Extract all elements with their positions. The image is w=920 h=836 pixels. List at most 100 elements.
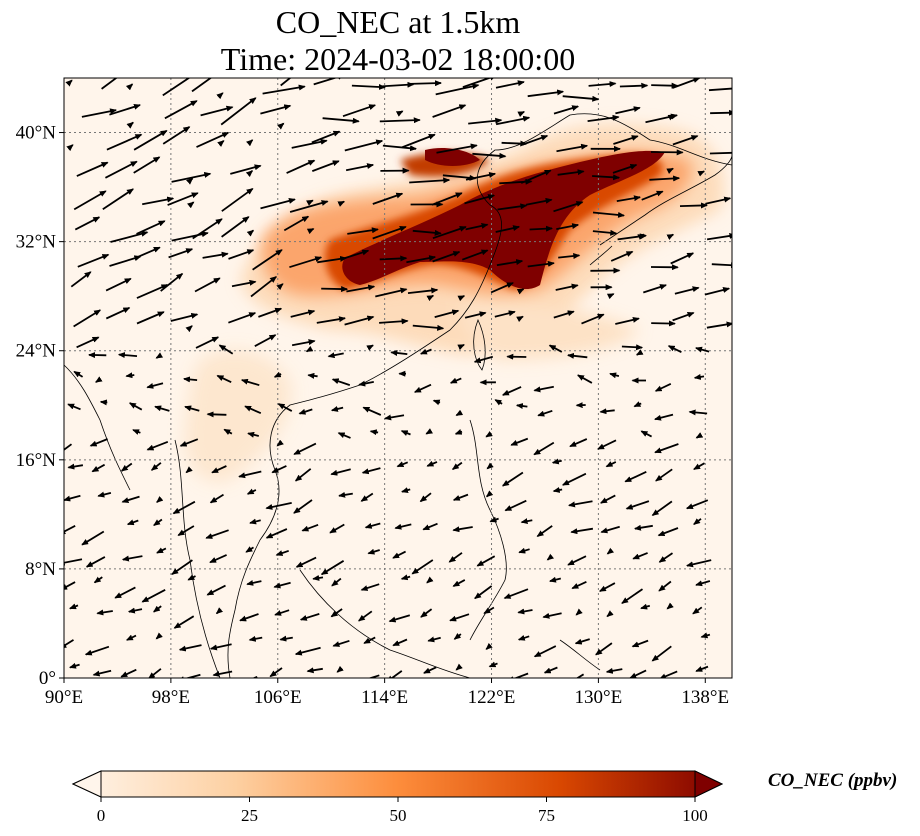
wind-arrow bbox=[553, 310, 575, 319]
lon-tick-label: 106°E bbox=[254, 687, 302, 708]
wind-arrow bbox=[293, 442, 317, 456]
wind-arrow bbox=[655, 468, 673, 482]
wind-arrow bbox=[342, 104, 377, 118]
wind-arrow bbox=[641, 190, 664, 201]
wind-arrow bbox=[126, 121, 134, 129]
wind-arrow bbox=[125, 372, 135, 379]
wind-arrow bbox=[600, 525, 620, 534]
wind-arrow bbox=[91, 463, 106, 473]
wind-arrow bbox=[517, 608, 533, 615]
wind-arrow bbox=[313, 78, 345, 86]
wind-arrow bbox=[329, 523, 345, 534]
wind-arrow bbox=[621, 588, 644, 604]
wind-arrow bbox=[474, 585, 493, 600]
wind-arrow bbox=[695, 580, 711, 587]
wind-arrow bbox=[238, 470, 262, 479]
wind-arrow bbox=[643, 284, 667, 294]
wind-arrow bbox=[249, 518, 261, 525]
wind-arrow bbox=[595, 642, 613, 656]
lon-tick-label: 90°E bbox=[45, 687, 83, 708]
wind-arrow bbox=[277, 403, 293, 412]
wind-arrow bbox=[392, 550, 407, 559]
wind-arrow bbox=[239, 613, 259, 622]
wind-arrow bbox=[599, 408, 615, 415]
wind-arrow bbox=[105, 306, 131, 320]
wind-arrow bbox=[432, 399, 441, 406]
wind-arrow bbox=[709, 151, 732, 155]
wind-arrow bbox=[311, 160, 340, 172]
wind-arrow bbox=[109, 103, 141, 116]
wind-arrow bbox=[685, 499, 709, 510]
wind-arrow bbox=[364, 522, 381, 529]
wind-arrow bbox=[117, 352, 138, 359]
wind-arrow bbox=[192, 218, 223, 240]
wind-arrow bbox=[179, 438, 199, 447]
wind-arrow bbox=[400, 574, 411, 581]
wind-arrow bbox=[562, 95, 600, 102]
wind-arrow bbox=[629, 669, 647, 678]
wind-arrow bbox=[633, 401, 642, 408]
wind-arrow bbox=[533, 645, 557, 658]
wind-arrow bbox=[548, 344, 563, 353]
wind-arrow bbox=[246, 579, 262, 586]
lon-tick-label: 98°E bbox=[152, 687, 190, 708]
wind-arrow bbox=[568, 500, 593, 508]
wind-arrow bbox=[191, 78, 213, 93]
wind-arrow bbox=[246, 139, 254, 147]
wind-arrow bbox=[369, 429, 379, 436]
wind-arrow bbox=[228, 249, 255, 260]
wind-arrow bbox=[76, 161, 109, 177]
wind-arrow bbox=[631, 639, 649, 648]
wind-arrow bbox=[708, 87, 732, 92]
coastlines bbox=[64, 113, 732, 678]
wind-arrow bbox=[423, 666, 437, 674]
wind-arrow bbox=[503, 588, 529, 599]
wind-arrow bbox=[476, 555, 496, 567]
wind-arrow bbox=[136, 311, 165, 325]
wind-arrow bbox=[537, 409, 553, 417]
wind-arrow bbox=[600, 494, 616, 504]
wind-arrow bbox=[295, 556, 317, 568]
wind-arrow bbox=[320, 560, 345, 576]
wind-arrow bbox=[231, 279, 257, 288]
wind-arrow bbox=[468, 117, 503, 125]
wind-arrow bbox=[419, 492, 432, 503]
wind-arrow bbox=[379, 81, 415, 88]
wind-arrow bbox=[194, 277, 221, 293]
wind-arrow bbox=[640, 430, 653, 438]
wind-arrow bbox=[705, 196, 732, 205]
wind-arrow bbox=[363, 636, 376, 644]
wind-arrow bbox=[536, 525, 553, 538]
wind-arrow bbox=[619, 82, 649, 89]
wind-arrow bbox=[432, 251, 461, 263]
wind-arrow bbox=[269, 667, 283, 678]
wind-arrow bbox=[69, 603, 79, 610]
wind-arrow bbox=[711, 262, 732, 269]
wind-arrow bbox=[501, 471, 524, 487]
wind-arrow bbox=[64, 558, 83, 566]
wind-arrow bbox=[212, 670, 233, 677]
wind-arrow bbox=[274, 609, 290, 616]
wind-arrow bbox=[289, 200, 329, 213]
wind-arrow bbox=[606, 547, 615, 555]
wind-arrow bbox=[171, 231, 209, 242]
wind-arrow bbox=[321, 286, 349, 293]
wind-arrow bbox=[195, 336, 220, 349]
wind-arrow bbox=[605, 667, 623, 674]
wind-arrow bbox=[146, 440, 169, 451]
wind-arrow bbox=[332, 639, 350, 647]
wind-arrow bbox=[464, 194, 496, 205]
wind-arrow bbox=[338, 491, 353, 498]
wind-arrow bbox=[69, 662, 80, 669]
wind-arrow bbox=[695, 432, 704, 439]
wind-arrow bbox=[558, 253, 581, 260]
wind-arrow bbox=[606, 610, 614, 618]
wind-arrow bbox=[518, 547, 530, 554]
wind-arrow bbox=[520, 518, 533, 525]
wind-arrow bbox=[654, 443, 679, 454]
wind-arrow bbox=[230, 164, 262, 175]
colorbar-label: CO_NEC (ppbv) bbox=[768, 770, 898, 791]
wind-arrow bbox=[575, 608, 583, 616]
wind-arrow bbox=[290, 309, 316, 318]
